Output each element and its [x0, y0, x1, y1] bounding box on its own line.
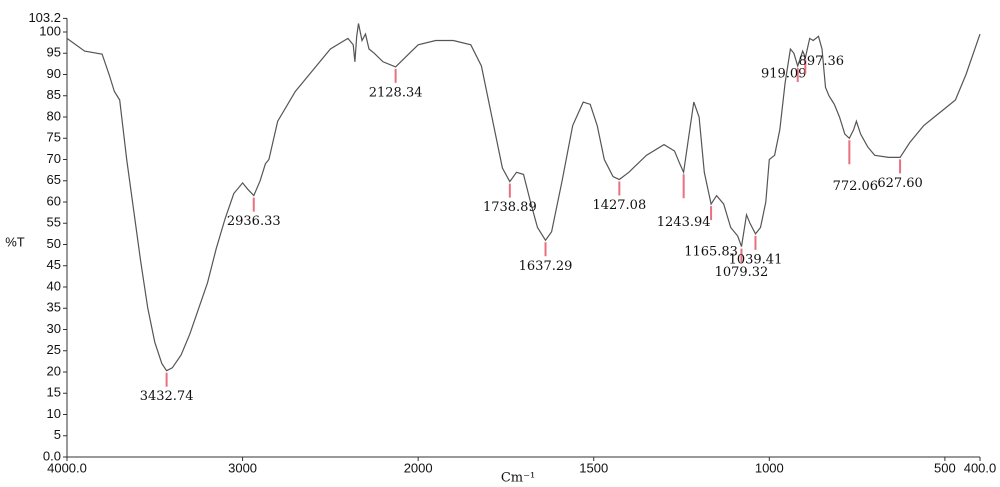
y-tick-label: 95 — [47, 45, 61, 60]
y-tick-label: 100 — [39, 23, 61, 38]
peak-label: 1738.89 — [483, 200, 537, 215]
y-tick-label: 0.0 — [43, 448, 61, 463]
y-tick-label: 90 — [47, 66, 61, 81]
y-tick-label: 65 — [47, 172, 61, 187]
peak-label: 1637.29 — [519, 259, 573, 274]
y-tick-label: 15 — [47, 385, 61, 400]
peak-label: 772.06 — [833, 179, 879, 194]
peak-label: 627.60 — [877, 176, 923, 191]
y-tick-label: 20 — [47, 363, 61, 378]
y-tick-label: 103.2 — [28, 10, 61, 25]
peak-label: 3432.74 — [140, 389, 194, 404]
y-tick-label: 55 — [47, 215, 61, 230]
y-tick-label: 75 — [47, 130, 61, 145]
peak-label: 1165.83 — [684, 245, 738, 260]
x-tick-label: 3000 — [228, 460, 257, 475]
peak-label: 1079.32 — [715, 265, 769, 280]
peak-label: 2936.33 — [227, 214, 281, 229]
x-tick-label: 500 — [934, 460, 956, 475]
y-tick-label: 5 — [54, 427, 61, 442]
y-tick-label: 10 — [47, 406, 61, 421]
y-tick-label: 45 — [47, 257, 61, 272]
y-tick-label: 30 — [47, 321, 61, 336]
y-axis-title: %T — [5, 234, 25, 249]
x-tick-label: 1000 — [755, 460, 784, 475]
y-tick-label: 40 — [47, 278, 61, 293]
y-tick-label: 85 — [47, 87, 61, 102]
peak-label: 897.36 — [799, 54, 845, 69]
peak-label: 1427.08 — [592, 198, 646, 213]
x-tick-label: 400.0 — [964, 460, 997, 475]
x-tick-label: 2000 — [404, 460, 433, 475]
peak-label: 919.09 — [761, 67, 807, 82]
peak-label: 1243.94 — [657, 215, 711, 230]
y-tick-label: 35 — [47, 300, 61, 315]
spectrum-line — [66, 23, 981, 372]
y-tick-label: 80 — [47, 108, 61, 123]
peak-label: 2128.34 — [369, 85, 423, 100]
peak-label: 1039.41 — [729, 252, 783, 267]
y-tick-label: 70 — [47, 151, 61, 166]
y-tick-label: 60 — [47, 193, 61, 208]
y-tick-label: 50 — [47, 236, 61, 251]
x-tick-label: 4000.0 — [47, 460, 87, 475]
x-axis-title: Cm⁻¹ — [501, 471, 535, 486]
x-tick-label: 1500 — [579, 460, 608, 475]
y-tick-label: 25 — [47, 342, 61, 357]
